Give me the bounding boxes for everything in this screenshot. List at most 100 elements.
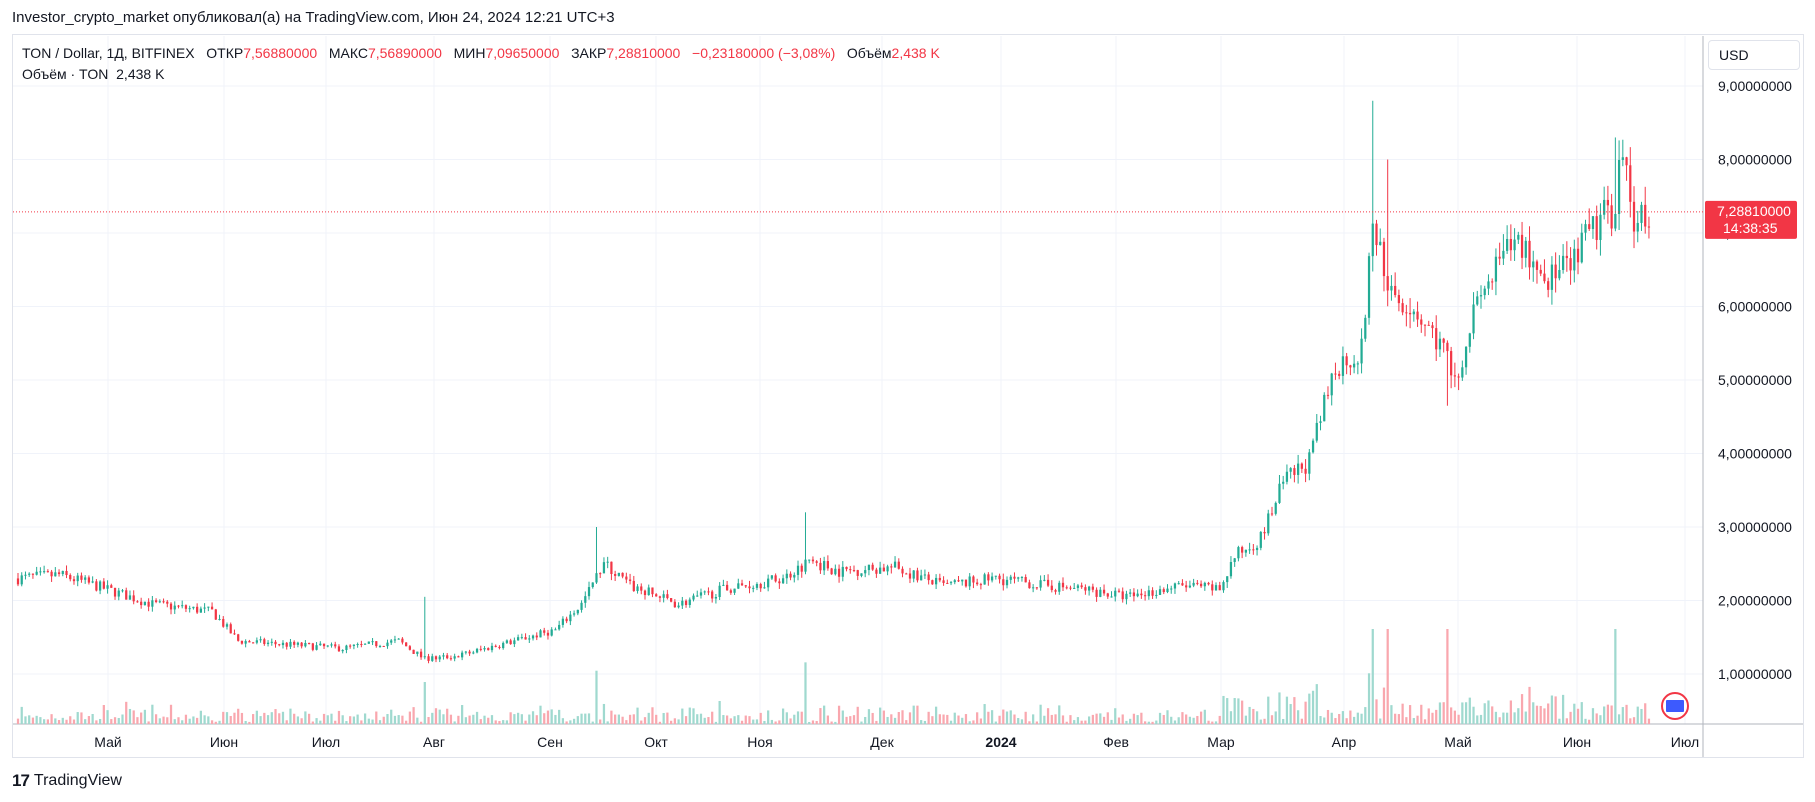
candle-body[interactable] bbox=[1632, 201, 1636, 232]
candle-body[interactable] bbox=[901, 568, 904, 574]
candle-body[interactable] bbox=[274, 641, 277, 645]
candle-body[interactable] bbox=[158, 601, 161, 603]
candle-body[interactable] bbox=[304, 642, 307, 647]
candle-body[interactable] bbox=[1032, 587, 1035, 589]
candle-body[interactable] bbox=[1427, 324, 1430, 326]
candle-body[interactable] bbox=[80, 575, 83, 580]
candle-body[interactable] bbox=[893, 561, 897, 568]
candle-body[interactable] bbox=[1647, 226, 1651, 228]
candle-body[interactable] bbox=[938, 577, 941, 581]
candle-body[interactable] bbox=[210, 606, 214, 610]
candle-body[interactable] bbox=[1621, 157, 1624, 160]
candle-body[interactable] bbox=[576, 609, 579, 614]
candle-body[interactable] bbox=[1102, 589, 1106, 594]
candle-body[interactable] bbox=[1472, 304, 1475, 334]
candle-body[interactable] bbox=[151, 600, 154, 607]
candle-body[interactable] bbox=[177, 605, 180, 607]
candle-body[interactable] bbox=[1177, 583, 1180, 585]
candle-body[interactable] bbox=[117, 590, 120, 597]
candle-body[interactable] bbox=[524, 637, 527, 640]
candle-body[interactable] bbox=[752, 587, 755, 589]
candle-body[interactable] bbox=[490, 645, 494, 651]
candle-body[interactable] bbox=[934, 577, 938, 585]
candle-body[interactable] bbox=[1248, 549, 1251, 551]
candle-body[interactable] bbox=[1136, 593, 1139, 597]
candle-body[interactable] bbox=[1002, 579, 1005, 586]
candle-body[interactable] bbox=[147, 601, 150, 607]
candle-body[interactable] bbox=[1457, 376, 1460, 378]
candle-body[interactable] bbox=[1005, 579, 1009, 586]
candle-body[interactable] bbox=[1476, 296, 1479, 305]
candle-body[interactable] bbox=[647, 587, 650, 596]
candle-body[interactable] bbox=[696, 595, 699, 597]
candle-body[interactable] bbox=[341, 650, 344, 652]
candle-body[interactable] bbox=[1450, 351, 1453, 376]
candle-body[interactable] bbox=[528, 638, 531, 640]
candle-body[interactable] bbox=[263, 639, 266, 645]
candle-body[interactable] bbox=[1535, 261, 1539, 270]
candle-body[interactable] bbox=[617, 572, 620, 576]
candle-body[interactable] bbox=[1143, 595, 1147, 597]
candle-body[interactable] bbox=[1300, 463, 1303, 469]
candle-body[interactable] bbox=[1013, 576, 1016, 579]
candle-body[interactable] bbox=[640, 586, 643, 591]
candle-body[interactable] bbox=[1617, 159, 1621, 215]
candle-body[interactable] bbox=[1155, 594, 1158, 596]
candle-body[interactable] bbox=[1487, 281, 1490, 289]
candle-body[interactable] bbox=[737, 583, 740, 589]
candle-body[interactable] bbox=[867, 564, 871, 571]
candle-body[interactable] bbox=[225, 624, 229, 627]
tradingview-logo[interactable]: 17 TradingView bbox=[12, 771, 122, 791]
candle-body[interactable] bbox=[1610, 205, 1613, 229]
candle-body[interactable] bbox=[591, 582, 594, 588]
candle-body[interactable] bbox=[1502, 250, 1505, 259]
candle-body[interactable] bbox=[890, 566, 893, 568]
candle-body[interactable] bbox=[1464, 346, 1468, 368]
candle-body[interactable] bbox=[24, 574, 27, 576]
candle-body[interactable] bbox=[345, 645, 348, 651]
candle-body[interactable] bbox=[1297, 463, 1300, 475]
candle-body[interactable] bbox=[1423, 324, 1427, 326]
candle-body[interactable] bbox=[57, 572, 61, 575]
candle-body[interactable] bbox=[539, 630, 542, 638]
candle-body[interactable] bbox=[315, 645, 318, 650]
candle-body[interactable] bbox=[65, 570, 68, 576]
candle-body[interactable] bbox=[636, 586, 639, 592]
candle-body[interactable] bbox=[382, 645, 385, 647]
candle-body[interactable] bbox=[580, 602, 583, 610]
candle-body[interactable] bbox=[196, 606, 199, 613]
candle-body[interactable] bbox=[446, 655, 449, 659]
candle-body[interactable] bbox=[1513, 239, 1516, 251]
candle-body[interactable] bbox=[110, 585, 113, 588]
candle-body[interactable] bbox=[1435, 328, 1438, 350]
candle-body[interactable] bbox=[1539, 269, 1542, 274]
candle-body[interactable] bbox=[1573, 248, 1576, 271]
candle-body[interactable] bbox=[1020, 577, 1024, 579]
candle-body[interactable] bbox=[976, 582, 979, 585]
candle-body[interactable] bbox=[1088, 586, 1091, 591]
candle-body[interactable] bbox=[1147, 590, 1150, 597]
candle-body[interactable] bbox=[1520, 234, 1524, 258]
candle-body[interactable] bbox=[102, 581, 105, 589]
candle-body[interactable] bbox=[1282, 481, 1285, 484]
candle-body[interactable] bbox=[927, 574, 930, 581]
candle-body[interactable] bbox=[1603, 199, 1606, 215]
candle-body[interactable] bbox=[834, 568, 837, 575]
candle-body[interactable] bbox=[1412, 311, 1415, 315]
candle-body[interactable] bbox=[87, 577, 91, 583]
candle-body[interactable] bbox=[214, 609, 217, 620]
candle-body[interactable] bbox=[307, 642, 311, 644]
candle-body[interactable] bbox=[28, 573, 31, 575]
candle-body[interactable] bbox=[520, 637, 523, 639]
candle-body[interactable] bbox=[614, 574, 617, 576]
candle-body[interactable] bbox=[188, 608, 191, 610]
candle-body[interactable] bbox=[1211, 584, 1214, 591]
candle-body[interactable] bbox=[472, 652, 475, 654]
candle-body[interactable] bbox=[546, 632, 550, 636]
candle-body[interactable] bbox=[98, 581, 102, 591]
candle-body[interactable] bbox=[729, 590, 732, 593]
candle-body[interactable] bbox=[207, 606, 210, 608]
candle-body[interactable] bbox=[330, 644, 333, 646]
candle-body[interactable] bbox=[1509, 238, 1512, 251]
